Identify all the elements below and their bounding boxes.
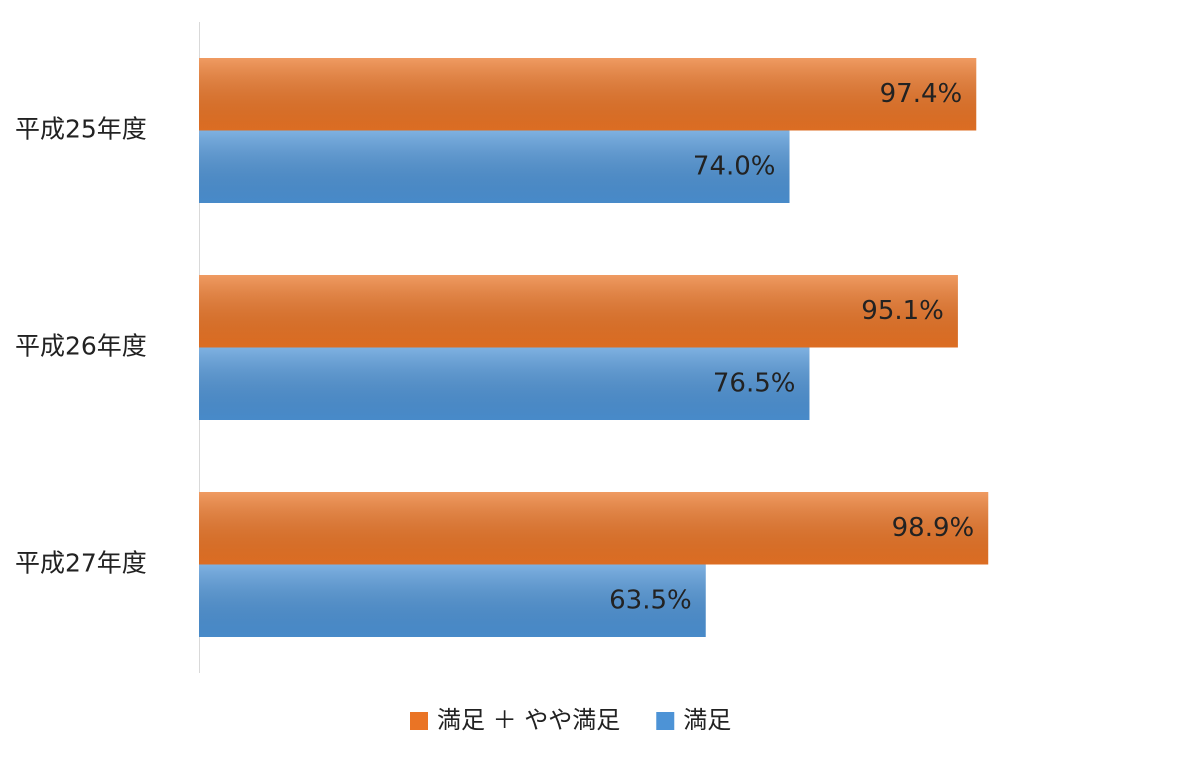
data-label: 74.0% — [693, 151, 776, 181]
bar-shade — [199, 130, 790, 203]
legend-swatch — [410, 712, 428, 730]
data-label: 76.5% — [713, 368, 796, 398]
bar-shade — [199, 564, 706, 637]
legend-label: 満足 ＋ やや満足 — [437, 706, 620, 734]
y-tick-label: 平成25年度 — [15, 115, 147, 144]
data-label: 97.4% — [880, 79, 963, 109]
bar-shade — [199, 275, 958, 348]
bar-shade — [199, 58, 977, 131]
bar-shade — [199, 347, 810, 420]
data-label: 63.5% — [609, 585, 692, 615]
legend-swatch — [656, 712, 675, 730]
y-tick-label: 平成26年度 — [15, 332, 147, 361]
data-label: 98.9% — [892, 513, 975, 543]
data-label: 95.1% — [861, 296, 944, 326]
legend-label: 満足 — [683, 706, 731, 734]
y-tick-label: 平成27年度 — [15, 549, 147, 578]
bar-shade — [199, 492, 989, 565]
